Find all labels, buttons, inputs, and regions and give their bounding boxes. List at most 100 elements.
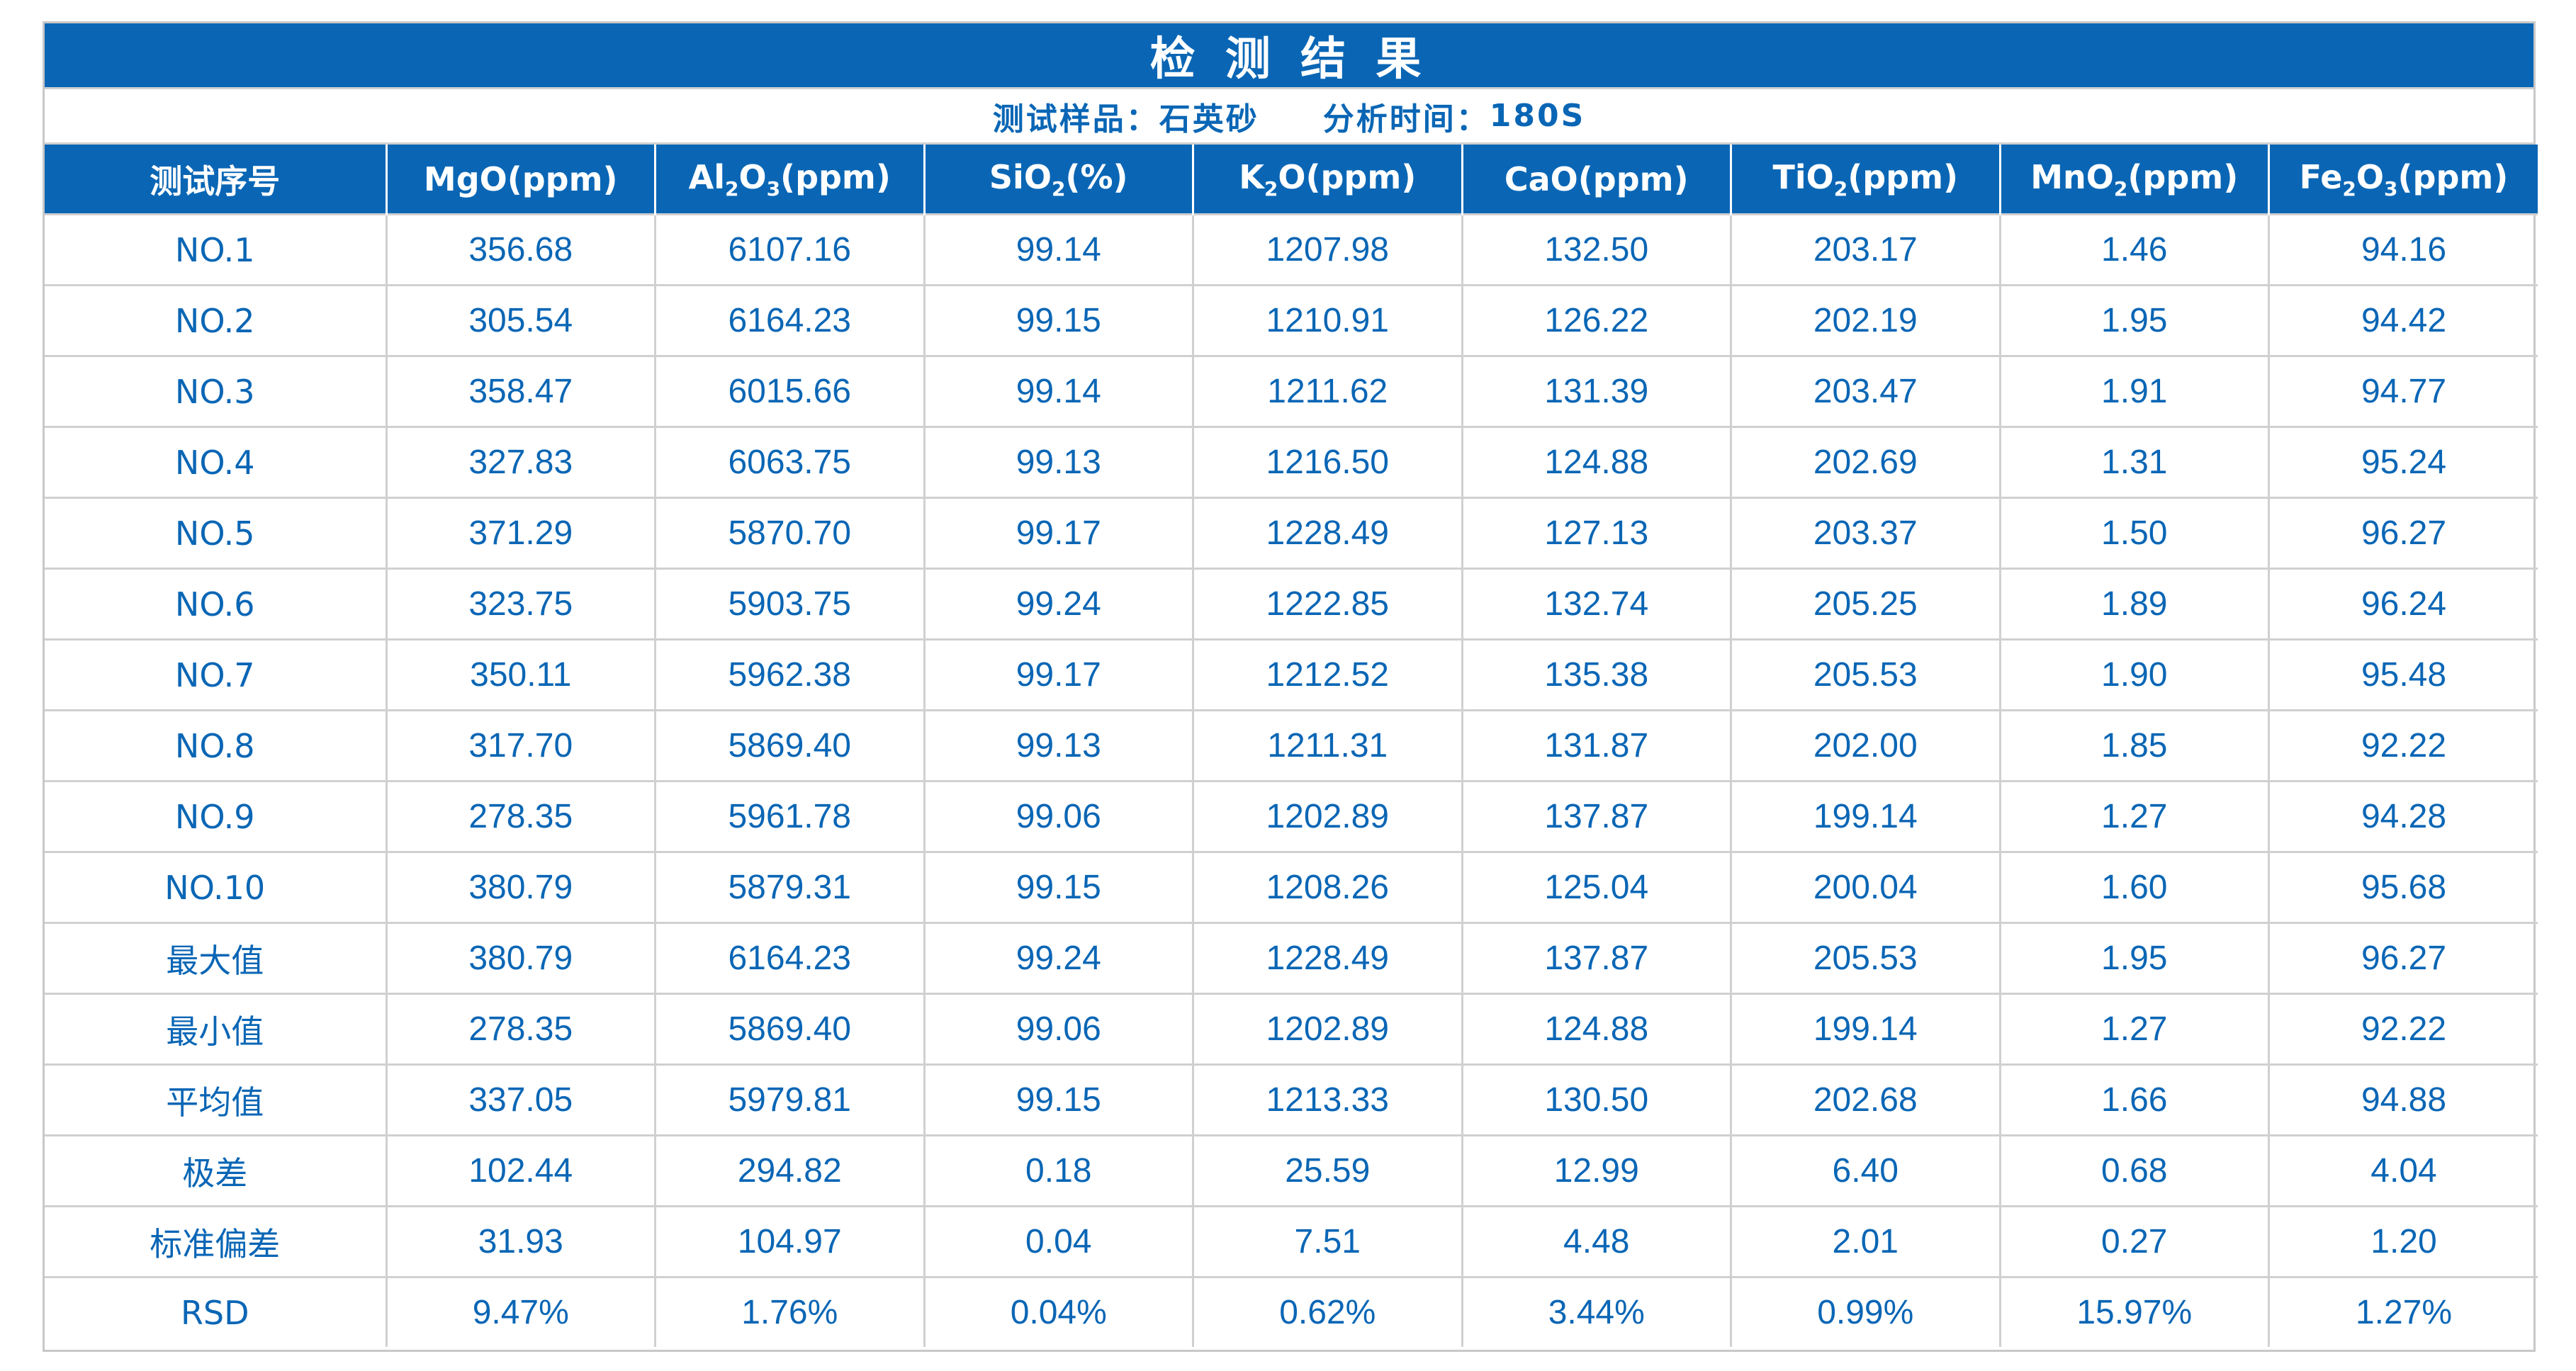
- table-cell: 337.05: [385, 1063, 656, 1136]
- table-row: NO.7 350.11 5962.38 99.17 1212.52 135.38 205.5…: [45, 638, 2538, 711]
- column-header-part: O: [2356, 157, 2385, 196]
- table-cell: 199.14: [1730, 780, 2000, 852]
- table-cell: 7.51: [1192, 1205, 1462, 1277]
- table-cell: 102.44: [385, 1134, 656, 1207]
- table-cell: 202.19: [1730, 284, 2000, 356]
- column-header-part: TiO: [1772, 157, 1834, 196]
- row-label: NO.1: [45, 213, 386, 286]
- table-cell: 94.88: [2268, 1063, 2538, 1136]
- table-cell: 1208.26: [1192, 851, 1462, 923]
- time-value: 180S: [1489, 98, 1586, 134]
- table-cell: 132.74: [1461, 568, 1731, 640]
- table-cell: 1.66: [1998, 1063, 2269, 1136]
- table-cell: 1.85: [1998, 709, 2269, 782]
- table-cell: 94.77: [2268, 355, 2538, 427]
- table-cell: 1222.85: [1192, 568, 1462, 640]
- table-cell: 125.04: [1461, 851, 1731, 923]
- table-cell: 0.27: [1998, 1205, 2269, 1277]
- table-cell: 203.37: [1730, 497, 2000, 569]
- table-cell: 94.42: [2268, 284, 2538, 356]
- column-header-part: Al: [688, 157, 725, 196]
- table-cell: 2.01: [1730, 1205, 2000, 1277]
- table-cell: 1.95: [1998, 922, 2269, 994]
- table-cell: 99.24: [923, 922, 1193, 994]
- table-row: NO.6 323.75 5903.75 99.24 1222.85 132.74 205.2…: [45, 568, 2538, 640]
- table-cell: 1228.49: [1192, 922, 1462, 994]
- page-title: 检 测 结 果: [45, 23, 2533, 89]
- row-label: 极差: [45, 1134, 386, 1207]
- column-header-part: (ppm): [2127, 157, 2239, 196]
- table-cell: 278.35: [385, 780, 656, 852]
- table-row: NO.3 358.47 6015.66 99.14 1211.62 131.39 203.4…: [45, 355, 2538, 427]
- row-label: NO.10: [45, 851, 386, 923]
- table-cell: 202.68: [1730, 1063, 2000, 1136]
- table-cell: 96.27: [2268, 922, 2538, 994]
- table-cell: 0.04: [923, 1205, 1193, 1277]
- table-cell: 99.14: [923, 213, 1193, 286]
- table-cell: 1.31: [1998, 426, 2269, 498]
- table-cell: 380.79: [385, 851, 656, 923]
- column-header-8: Fe2O3(ppm): [2268, 145, 2538, 215]
- table-cell: 1.20: [2268, 1205, 2538, 1277]
- table-cell: 137.87: [1461, 922, 1731, 994]
- column-header-part: 3: [766, 176, 781, 201]
- table-cell: 135.38: [1461, 638, 1731, 711]
- table-cell: 130.50: [1461, 1063, 1731, 1136]
- table-cell: 6107.16: [654, 213, 924, 286]
- table-cell: 1.27%: [2268, 1276, 2538, 1347]
- table-cell: 356.68: [385, 213, 656, 286]
- row-label: NO.8: [45, 709, 386, 782]
- table-row: NO.1 356.68 6107.16 99.14 1207.98 132.50 203.1…: [45, 213, 2538, 286]
- table-cell: 126.22: [1461, 284, 1731, 356]
- table-cell: 323.75: [385, 568, 656, 640]
- table-cell: 5869.40: [654, 709, 924, 782]
- table-cell: 1211.62: [1192, 355, 1462, 427]
- table-header-row: 测试序号 MgO(ppm) Al2O3(ppm) SiO2(%) K2O(ppm) CaO…: [45, 145, 2538, 215]
- column-header-part: CaO(ppm): [1504, 159, 1689, 198]
- table-cell: 205.25: [1730, 568, 2000, 640]
- table-cell: 380.79: [385, 922, 656, 994]
- table-cell: 1.76%: [654, 1276, 924, 1347]
- column-header-part: K: [1239, 157, 1264, 196]
- table-cell: 124.88: [1461, 426, 1731, 498]
- table-cell: 5869.40: [654, 993, 924, 1065]
- table-cell: 0.04%: [923, 1276, 1193, 1347]
- column-header-part: O: [738, 157, 767, 196]
- table-cell: 6063.75: [654, 426, 924, 498]
- column-header-part: (ppm): [780, 157, 891, 196]
- sample-label: 测试样品：: [992, 101, 1159, 137]
- table-cell: 205.53: [1730, 922, 2000, 994]
- table-cell: 1210.91: [1192, 284, 1462, 356]
- table-cell: 1212.52: [1192, 638, 1462, 711]
- table-cell: 95.48: [2268, 638, 2538, 711]
- table-cell: 131.39: [1461, 355, 1731, 427]
- table-cell: 3.44%: [1461, 1276, 1731, 1347]
- table-cell: 294.82: [654, 1134, 924, 1207]
- table-cell: 278.35: [385, 993, 656, 1065]
- table-cell: 127.13: [1461, 497, 1731, 569]
- column-header-part: O(ppm): [1278, 157, 1417, 196]
- table-cell: 6.40: [1730, 1134, 2000, 1207]
- column-header-5: CaO(ppm): [1461, 145, 1731, 215]
- table-row: 最小值 278.35 5869.40 99.06 1202.89 124.88 199.14…: [45, 993, 2538, 1065]
- table-cell: 104.97: [654, 1205, 924, 1277]
- table-cell: 305.54: [385, 284, 656, 356]
- table-body: NO.1 356.68 6107.16 99.14 1207.98 132.50 203.1…: [45, 213, 2538, 1347]
- table-cell: 99.13: [923, 709, 1193, 782]
- row-label: NO.5: [45, 497, 386, 569]
- table-cell: 99.17: [923, 638, 1193, 711]
- table-cell: 95.24: [2268, 426, 2538, 498]
- table-cell: 137.87: [1461, 780, 1731, 852]
- table-cell: 205.53: [1730, 638, 2000, 711]
- row-label: NO.7: [45, 638, 386, 711]
- table-cell: 99.06: [923, 993, 1193, 1065]
- column-header-part: MgO(ppm): [423, 159, 618, 198]
- table-cell: 92.22: [2268, 993, 2538, 1065]
- table-cell: 0.62%: [1192, 1276, 1462, 1347]
- column-header-part: SiO: [989, 157, 1052, 196]
- table-row: 平均值 337.05 5979.81 99.15 1213.33 130.50 202.68…: [45, 1063, 2538, 1136]
- table-cell: 94.28: [2268, 780, 2538, 852]
- table-cell: 5962.38: [654, 638, 924, 711]
- column-header-1: MgO(ppm): [385, 145, 656, 215]
- table-cell: 15.97%: [1998, 1276, 2269, 1347]
